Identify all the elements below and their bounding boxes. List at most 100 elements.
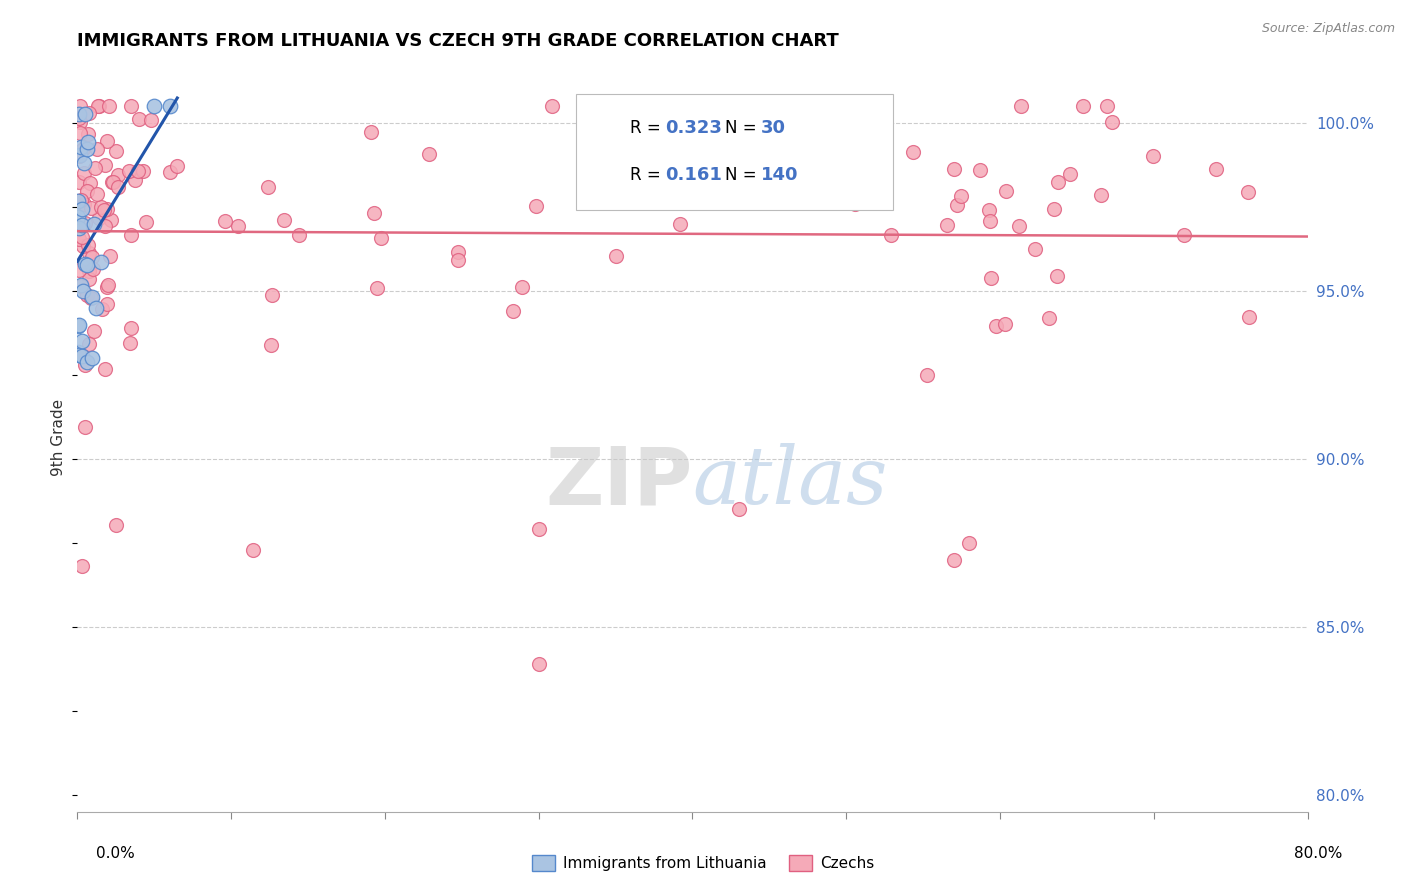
Point <box>72 284 94 298</box>
Point <box>1097 99 1119 113</box>
Point <box>66 211 89 225</box>
Point <box>67 262 90 277</box>
Point <box>118 335 141 350</box>
Point <box>994 184 1017 198</box>
Point <box>134 215 156 229</box>
Point <box>936 218 959 232</box>
Point <box>76 355 98 369</box>
Point <box>83 217 105 231</box>
Point <box>120 99 142 113</box>
Point <box>107 168 129 182</box>
Point <box>363 205 385 219</box>
Point <box>67 149 90 163</box>
Point <box>1008 219 1031 234</box>
Point <box>86 142 108 156</box>
Point <box>228 219 250 234</box>
Point <box>1010 99 1032 113</box>
Point <box>67 175 90 189</box>
Point <box>77 264 100 278</box>
Point <box>83 161 105 175</box>
Text: 0.161: 0.161 <box>665 166 721 184</box>
Point <box>1043 202 1066 217</box>
Point <box>1101 115 1123 129</box>
Point <box>946 197 969 211</box>
Point <box>605 249 627 263</box>
Point <box>87 211 110 225</box>
Point <box>1142 149 1164 163</box>
Point <box>669 218 692 232</box>
Point <box>1024 242 1046 256</box>
Text: N =: N = <box>725 120 762 137</box>
Point <box>447 244 470 259</box>
Point <box>89 99 111 113</box>
Point <box>969 163 991 178</box>
Point <box>527 657 550 671</box>
Point <box>67 348 90 362</box>
Point <box>118 164 141 178</box>
Point <box>69 346 91 360</box>
Point <box>69 115 91 129</box>
Point <box>82 261 104 276</box>
Point <box>73 166 96 180</box>
Point <box>242 542 264 557</box>
Point <box>977 203 1000 218</box>
Point <box>67 220 90 235</box>
Point <box>86 187 108 202</box>
Point <box>128 112 150 126</box>
Point <box>84 301 107 315</box>
Point <box>67 232 90 246</box>
Point <box>79 176 101 190</box>
Point <box>1046 268 1069 283</box>
Point <box>418 147 440 161</box>
Point <box>103 175 125 189</box>
Point <box>104 144 127 158</box>
Text: N =: N = <box>725 166 762 184</box>
Point <box>94 158 117 172</box>
Text: IMMIGRANTS FROM LITHUANIA VS CZECH 9TH GRADE CORRELATION CHART: IMMIGRANTS FROM LITHUANIA VS CZECH 9TH G… <box>77 32 839 50</box>
Point <box>727 502 749 516</box>
Point <box>73 141 96 155</box>
Point <box>67 318 90 332</box>
Point <box>80 351 103 365</box>
Point <box>69 126 91 140</box>
Point <box>1059 167 1081 181</box>
Point <box>77 246 100 260</box>
Y-axis label: 9th Grade: 9th Grade <box>51 399 66 475</box>
Point <box>980 271 1002 285</box>
Point <box>75 107 97 121</box>
Point <box>1239 310 1261 324</box>
Point <box>87 99 110 113</box>
Point <box>69 99 91 113</box>
Text: 0.0%: 0.0% <box>96 846 135 861</box>
Point <box>748 116 770 130</box>
Point <box>1205 162 1227 177</box>
Point <box>957 536 980 550</box>
Point <box>77 337 100 351</box>
Point <box>70 230 93 244</box>
Point <box>273 213 295 227</box>
Point <box>98 249 121 263</box>
Point <box>1173 228 1195 243</box>
Point <box>127 164 149 178</box>
Point <box>120 321 142 335</box>
Point <box>77 272 100 286</box>
Point <box>214 214 236 228</box>
Text: atlas: atlas <box>693 443 887 521</box>
Text: 80.0%: 80.0% <box>1295 846 1343 861</box>
Point <box>260 288 283 302</box>
Point <box>105 517 128 532</box>
Point <box>76 142 98 156</box>
Point <box>75 419 97 434</box>
Point <box>256 180 278 194</box>
Point <box>942 552 965 566</box>
Point <box>107 180 129 194</box>
Point <box>77 135 100 149</box>
Legend: Immigrants from Lithuania, Czechs: Immigrants from Lithuania, Czechs <box>526 849 880 877</box>
Point <box>67 112 90 126</box>
Point <box>446 252 468 267</box>
Point <box>510 279 533 293</box>
Point <box>98 99 121 113</box>
Point <box>949 189 972 203</box>
Text: Source: ZipAtlas.com: Source: ZipAtlas.com <box>1261 22 1395 36</box>
Point <box>83 324 105 338</box>
